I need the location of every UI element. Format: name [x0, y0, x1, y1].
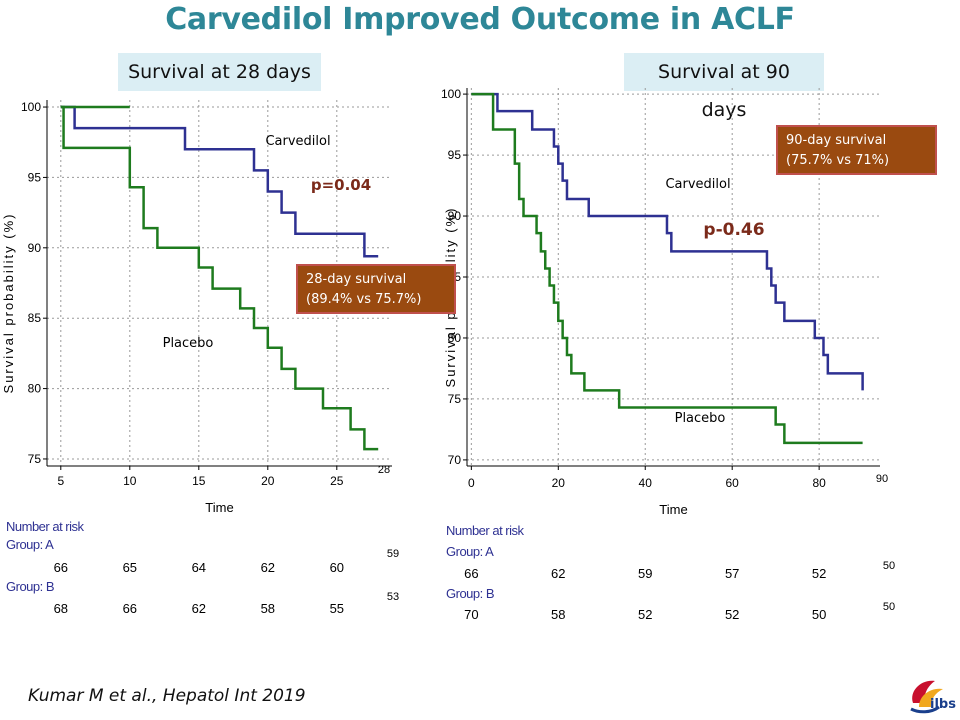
- risk-value: 52: [638, 607, 652, 622]
- y-tick-label: 100: [441, 87, 461, 101]
- note-90-day-survival: 90-day survival (75.7% vs 71%): [776, 125, 937, 175]
- risk-value: 66: [54, 560, 68, 575]
- x-tick-label: 15: [192, 474, 206, 488]
- risk-final-value: 50: [883, 601, 895, 613]
- note-90-line1: 90-day survival: [786, 133, 887, 148]
- risk-value: 65: [123, 560, 137, 575]
- series-label-placebo: Placebo: [163, 336, 214, 351]
- panel-title-28-days: Survival at 28 days: [118, 53, 321, 91]
- note-28-day-survival: 28-day survival (89.4% vs 75.7%): [296, 264, 456, 314]
- y-tick-label: 100: [21, 100, 41, 114]
- note-28-line2: (89.4% vs 75.7%): [306, 292, 422, 307]
- logo-text: ilbs: [930, 697, 956, 712]
- x-axis-label: Time: [659, 502, 687, 517]
- chart-28-days: 75 80 85 90 95 100 5 10 15 20 25 28 Time Survival pro…: [1, 100, 399, 616]
- risk-final-value: 50: [883, 560, 895, 572]
- note-28-line1: 28-day survival: [306, 272, 407, 287]
- risk-value: 66: [464, 566, 478, 581]
- y-tick-label: 80: [448, 331, 462, 345]
- risk-value: 68: [54, 601, 68, 616]
- x-extra-label: 90: [876, 473, 888, 485]
- risk-value: 57: [725, 566, 739, 581]
- risk-value: 62: [192, 601, 206, 616]
- y-tick-label: 75: [28, 452, 42, 466]
- x-tick-label: 25: [330, 474, 344, 488]
- risk-value: 52: [725, 607, 739, 622]
- survival-line-carvedilol: [60, 105, 379, 258]
- risk-value: 66: [123, 601, 137, 616]
- x-tick-label: 20: [261, 474, 275, 488]
- risk-value: 60: [330, 560, 344, 575]
- y-tick-label: 90: [448, 209, 462, 223]
- risk-value: 64: [192, 560, 206, 575]
- risk-value: 62: [261, 560, 275, 575]
- risk-group-label: Group: B: [446, 586, 494, 601]
- x-tick-label: 20: [552, 476, 566, 490]
- series-label-placebo: Placebo: [675, 411, 726, 426]
- risk-final-value: 59: [387, 548, 399, 560]
- risk-group-label: Group: A: [446, 544, 494, 559]
- y-tick-label: 90: [28, 241, 42, 255]
- y-tick-label: 95: [448, 148, 462, 162]
- p-value: p=0.04: [311, 176, 371, 194]
- x-extra-label: 28: [378, 464, 390, 476]
- survival-line-carvedilol: [471, 92, 864, 391]
- x-tick-label: 5: [57, 474, 64, 488]
- y-tick-label: 70: [448, 453, 462, 467]
- risk-value: 59: [638, 566, 652, 581]
- series-label-carvedilol: Carvedilol: [665, 177, 730, 192]
- ilbs-logo-icon: [910, 680, 943, 714]
- risk-value: 58: [551, 607, 565, 622]
- x-tick-label: 40: [639, 476, 653, 490]
- risk-group-label: Group: A: [6, 537, 54, 552]
- citation: Kumar M et al., Hepatol Int 2019: [28, 686, 306, 706]
- x-axis-label: Time: [205, 500, 233, 515]
- chart-90-days: 70758085909510002040608090TimeSurvival p…: [441, 87, 895, 622]
- y-tick-label: 95: [28, 170, 42, 184]
- risk-value: 55: [330, 601, 344, 616]
- p-value: p-0.46: [703, 220, 764, 240]
- risk-group-label: Group: B: [6, 579, 54, 594]
- panel-title-90-days: Survival at 90 days: [624, 53, 824, 121]
- x-tick-label: 0: [468, 476, 475, 490]
- risk-value: 52: [812, 566, 826, 581]
- survival-line-placebo: [471, 92, 863, 445]
- series-label-carvedilol: Carvedilol: [265, 134, 330, 149]
- note-90-line2: (75.7% vs 71%): [786, 153, 890, 168]
- x-tick-label: 80: [812, 476, 826, 490]
- risk-table-heading: Number at risk: [6, 519, 85, 534]
- survival-line-placebo: [60, 105, 379, 451]
- y-tick-label: 80: [28, 382, 42, 396]
- y-tick-label: 85: [28, 311, 42, 325]
- risk-value: 70: [464, 607, 478, 622]
- x-tick-label: 10: [123, 474, 137, 488]
- risk-value: 62: [551, 566, 565, 581]
- risk-final-value: 53: [387, 591, 399, 603]
- risk-value: 50: [812, 607, 826, 622]
- y-axis-label: Survival probability (%): [1, 213, 16, 394]
- y-tick-label: 75: [448, 392, 462, 406]
- slide-title: Carvedilol Improved Outcome in ACLF: [165, 2, 795, 37]
- x-tick-label: 60: [726, 476, 740, 490]
- risk-table-heading: Number at risk: [446, 523, 525, 538]
- risk-value: 58: [261, 601, 275, 616]
